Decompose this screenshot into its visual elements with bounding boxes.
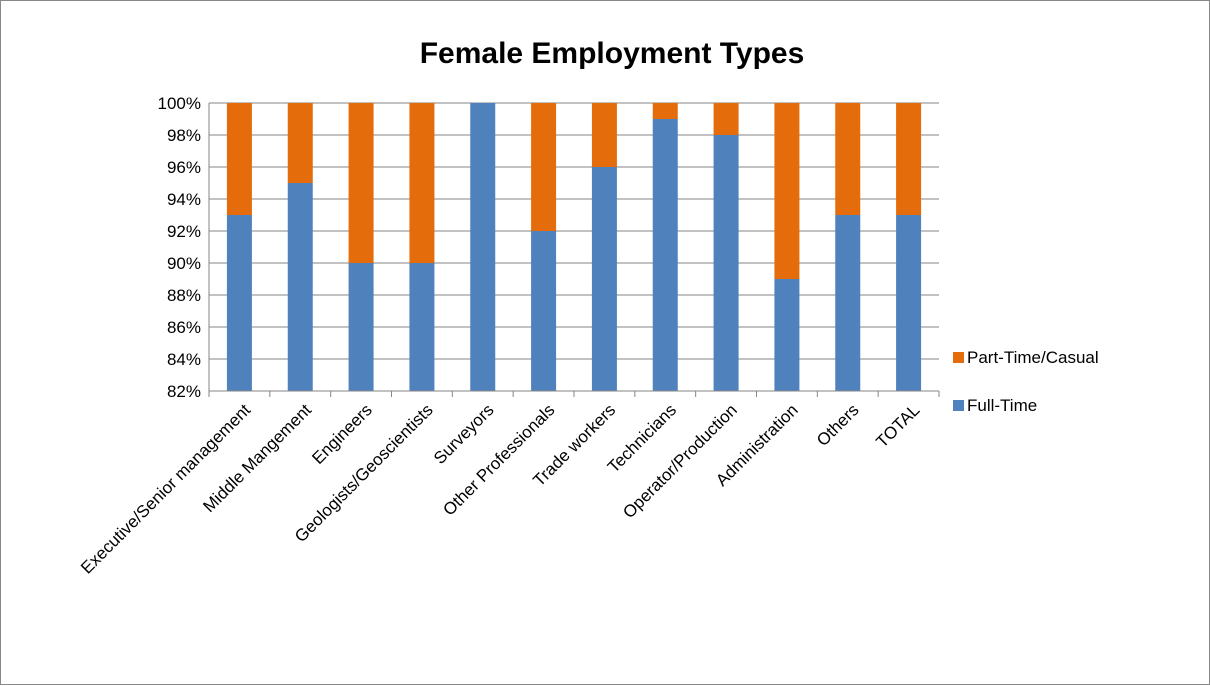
y-tick-label: 94% <box>167 190 201 209</box>
bar-part-time-casual <box>652 103 678 119</box>
legend-swatch <box>953 400 964 411</box>
y-tick-label: 88% <box>167 286 201 305</box>
bar-full-time <box>470 103 496 391</box>
y-tick-label: 100% <box>158 94 201 113</box>
gridlines <box>209 102 939 392</box>
y-tick-labels: 82% 84% 86% 88% 90% 92% 94% 96% 98% 100% <box>158 94 201 401</box>
axes <box>208 103 940 397</box>
bar-part-time-casual <box>226 103 252 215</box>
bar-full-time <box>226 215 252 391</box>
bar-full-time <box>896 215 922 391</box>
bar-full-time <box>531 231 557 391</box>
bar-full-time <box>774 279 800 391</box>
bar-part-time-casual <box>409 103 435 263</box>
y-tick-label: 86% <box>167 318 201 337</box>
bar-part-time-casual <box>591 103 617 167</box>
bar-full-time <box>835 215 861 391</box>
bar-full-time <box>348 263 374 391</box>
bar-part-time-casual <box>774 103 800 279</box>
y-tick-label: 96% <box>167 158 201 177</box>
legend-label: Full-Time <box>967 396 1037 415</box>
bar-part-time-casual <box>531 103 557 231</box>
bar-full-time <box>591 167 617 391</box>
x-category-label: TOTAL <box>872 400 923 451</box>
bar-part-time-casual <box>835 103 861 215</box>
y-tick-label: 98% <box>167 126 201 145</box>
bar-part-time-casual <box>896 103 922 215</box>
bar-part-time-casual <box>713 103 739 135</box>
bar-full-time <box>409 263 435 391</box>
y-tick-label: 92% <box>167 222 201 241</box>
y-tick-label: 82% <box>167 382 201 401</box>
bar-part-time-casual <box>348 103 374 263</box>
bar-full-time <box>287 183 313 391</box>
bar-part-time-casual <box>287 103 313 183</box>
legend-swatch <box>953 352 964 363</box>
y-tick-label: 90% <box>167 254 201 273</box>
x-category-label: Other Professionals <box>439 400 558 519</box>
x-category-label: Operator/Production <box>619 400 741 522</box>
bar-full-time <box>713 135 739 391</box>
bars <box>226 103 922 391</box>
legend-label: Part-Time/Casual <box>967 348 1099 367</box>
legend: Part-Time/Casual Full-Time <box>953 348 1099 415</box>
y-tick-label: 84% <box>167 350 201 369</box>
x-category-label: Others <box>813 400 863 450</box>
chart-title: Female Employment Types <box>420 37 805 70</box>
x-category-label: Middle Mangement <box>199 400 315 516</box>
bar-full-time <box>652 119 678 391</box>
